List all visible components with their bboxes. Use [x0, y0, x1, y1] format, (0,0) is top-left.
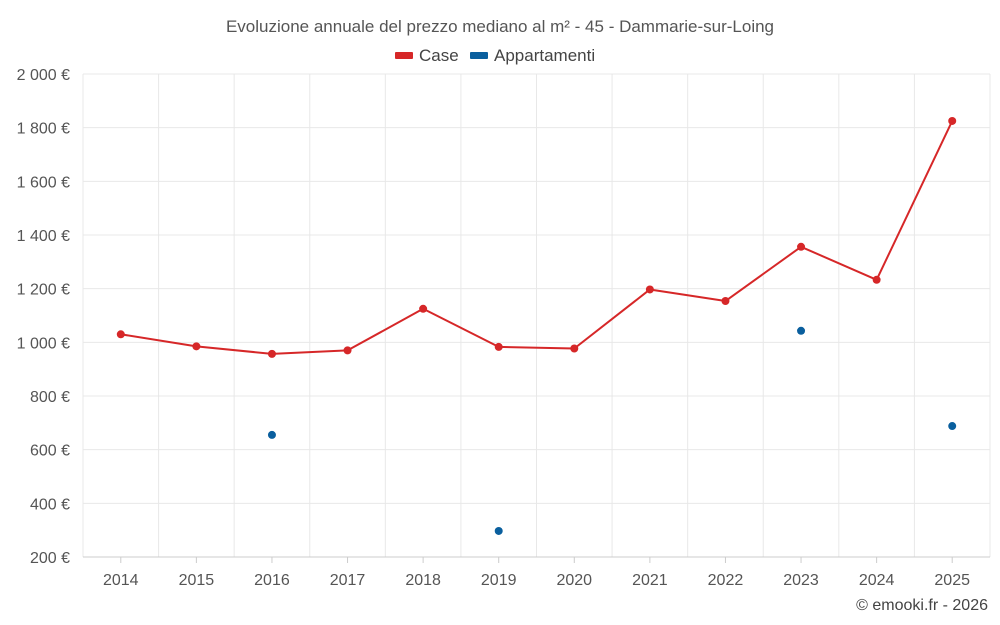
y-tick-label: 1 800 €: [17, 121, 70, 138]
x-tick-label: 2024: [859, 572, 895, 589]
credit-text: © emooki.fr - 2026: [856, 597, 988, 614]
series: [116, 116, 957, 535]
y-tick-label: 400 €: [30, 496, 70, 513]
data-point-case[interactable]: [494, 342, 503, 351]
y-tick-label: 1 200 €: [17, 282, 70, 299]
data-point-case[interactable]: [948, 116, 957, 125]
x-tick-label: 2016: [254, 572, 290, 589]
grid: [82, 73, 991, 557]
data-point-case[interactable]: [419, 304, 428, 313]
y-tick-label: 1 000 €: [17, 335, 70, 352]
data-point-case[interactable]: [267, 349, 276, 358]
x-tick-label: 2020: [556, 572, 592, 589]
x-tick-label: 2018: [405, 572, 441, 589]
data-point-case[interactable]: [797, 242, 806, 251]
series-appartamenti: [267, 326, 957, 535]
data-point-case[interactable]: [343, 346, 352, 355]
x-tick-label: 2015: [179, 572, 215, 589]
data-point-case[interactable]: [116, 330, 125, 339]
legend-label-case: Case: [419, 46, 459, 65]
series-line-case: [120, 120, 954, 355]
data-point-case[interactable]: [721, 297, 730, 306]
legend: Case Appartamenti: [395, 46, 595, 65]
legend-item-case[interactable]: Case: [395, 46, 459, 65]
legend-swatch-case: [395, 52, 413, 59]
x-tick-label: 2023: [783, 572, 819, 589]
data-point-case[interactable]: [872, 275, 881, 284]
data-point-appartamenti[interactable]: [797, 326, 806, 335]
y-tick-label: 600 €: [30, 443, 70, 460]
legend-item-appartamenti[interactable]: Appartamenti: [470, 46, 595, 65]
y-tick-label: 200 €: [30, 550, 70, 567]
x-tick-label: 2021: [632, 572, 668, 589]
x-tick-label: 2017: [330, 572, 366, 589]
data-point-case[interactable]: [570, 344, 579, 353]
x-tick-label: 2025: [934, 572, 970, 589]
y-tick-label: 800 €: [30, 389, 70, 406]
x-tick-label: 2014: [103, 572, 139, 589]
x-tick-label: 2019: [481, 572, 517, 589]
data-point-appartamenti[interactable]: [267, 430, 276, 439]
data-point-appartamenti[interactable]: [948, 422, 957, 431]
series-case: [116, 116, 957, 358]
data-point-case[interactable]: [192, 342, 201, 351]
x-tick-label: 2022: [708, 572, 744, 589]
y-tick-label: 1 600 €: [17, 174, 70, 191]
chart-title: Evoluzione annuale del prezzo mediano al…: [226, 17, 774, 36]
axes: 200 € 400 € 600 € 800 € 1 000 € 1 200 € 1 400 …: [17, 67, 990, 589]
legend-swatch-appartamenti: [470, 52, 488, 59]
y-tick-label: 1 400 €: [17, 228, 70, 245]
legend-label-appartamenti: Appartamenti: [494, 46, 595, 65]
data-point-appartamenti[interactable]: [494, 526, 503, 535]
y-tick-label: 2 000 €: [17, 67, 70, 84]
data-point-case[interactable]: [645, 285, 654, 294]
